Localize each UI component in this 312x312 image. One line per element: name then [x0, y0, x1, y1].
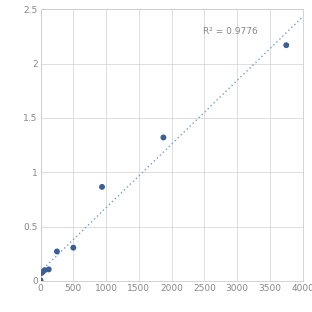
Point: [54, 249, 59, 254]
Point: [161, 135, 166, 140]
Point: [38, 278, 43, 283]
Point: [39, 271, 44, 275]
Text: R² = 0.9776: R² = 0.9776: [203, 27, 258, 36]
Point: [100, 184, 105, 189]
Point: [284, 43, 289, 48]
Point: [42, 268, 47, 273]
Point: [46, 267, 51, 272]
Point: [40, 269, 45, 274]
Point: [71, 245, 76, 250]
